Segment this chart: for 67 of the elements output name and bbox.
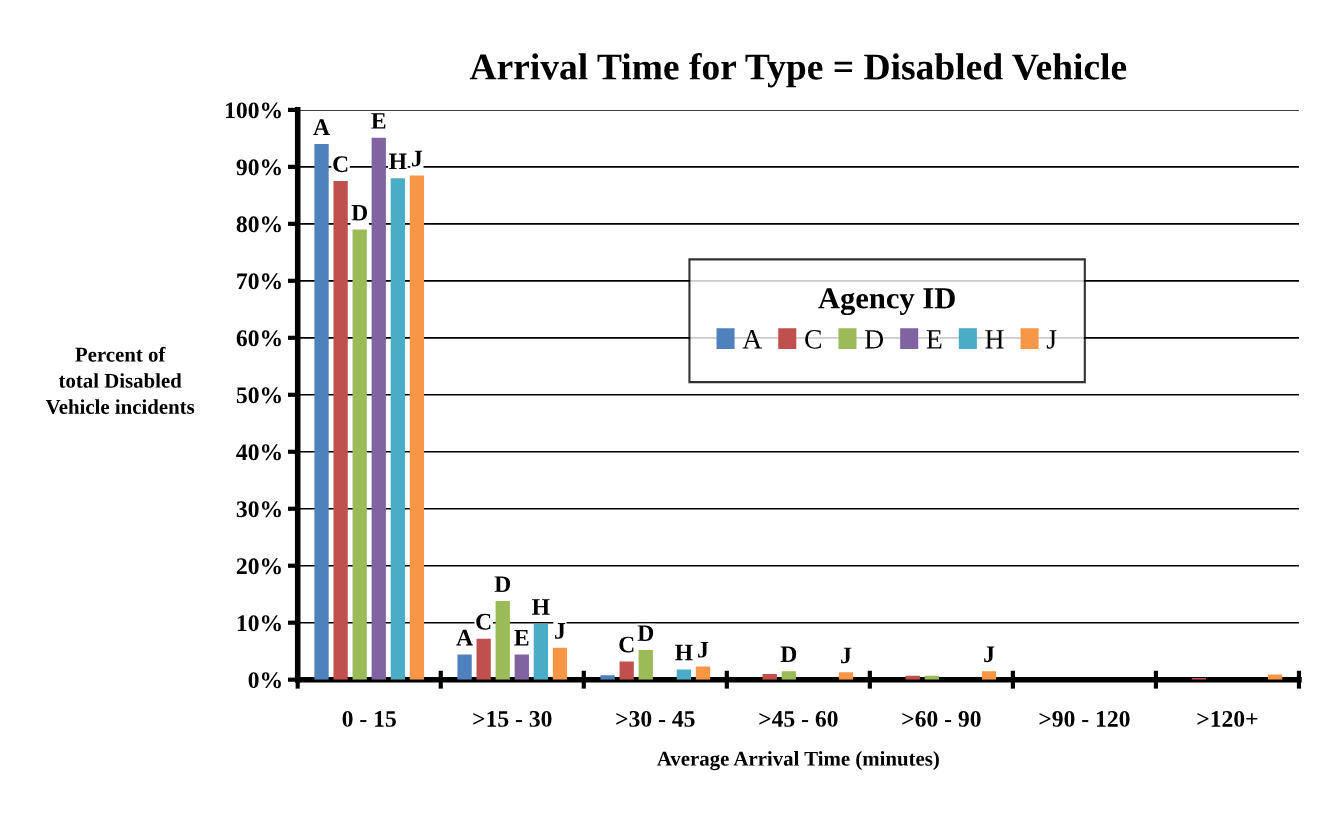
x-tick-label: >60 - 90 — [902, 710, 981, 727]
bar — [838, 672, 854, 680]
bar — [781, 671, 796, 680]
y-tick-label: 50% — [236, 387, 281, 404]
data-label: A — [313, 119, 330, 135]
bar — [352, 229, 367, 680]
y-tick-label: 10% — [237, 615, 281, 632]
data-label: J — [412, 150, 423, 167]
y-axis-title: Percent of total Disabled Vehicle incidents — [45, 346, 195, 415]
x-tick-label: >90 - 120 — [1039, 710, 1130, 727]
bar — [619, 661, 634, 680]
y-tick-label: 60% — [236, 330, 281, 347]
y-tick-label: 30% — [236, 501, 281, 518]
data-label: A — [456, 629, 473, 646]
bar — [476, 638, 491, 680]
data-label: C — [619, 636, 634, 653]
y-tick-label: 70% — [237, 273, 281, 290]
data-label: D — [780, 646, 797, 662]
legend-label: E — [926, 330, 942, 349]
data-label: D — [637, 625, 654, 641]
legend-label: J — [1046, 330, 1057, 349]
x-axis-title: Average Arrival Time (minutes) — [657, 751, 939, 771]
bar — [676, 669, 692, 680]
data-label: D — [351, 204, 368, 221]
bar — [409, 175, 425, 680]
data-label: E — [371, 113, 386, 129]
bar — [314, 144, 329, 680]
legend-label: H — [985, 330, 1004, 349]
data-label: H — [675, 644, 693, 661]
y-tick-label: 90% — [236, 159, 281, 176]
data-label: J — [984, 646, 995, 663]
chart-title: Arrival Time for Type = Disabled Vehicle — [469, 52, 1127, 88]
data-label: H — [389, 153, 407, 170]
bar — [371, 137, 386, 680]
bar — [638, 650, 653, 680]
data-label: J — [555, 623, 566, 639]
bar — [333, 181, 348, 680]
legend-label: A — [742, 330, 763, 349]
data-label: D — [494, 576, 511, 592]
legend-label: D — [864, 330, 884, 349]
x-tick-label: >120+ — [1197, 710, 1258, 727]
bar — [457, 654, 472, 680]
legend-label: C — [805, 330, 821, 349]
y-tick-label: 40% — [236, 444, 281, 461]
x-tick-label: >45 - 60 — [759, 710, 838, 727]
bar — [390, 178, 405, 680]
bar — [981, 671, 997, 680]
data-label: J — [841, 647, 852, 664]
bar — [533, 623, 549, 680]
y-tick-label: 100% — [225, 102, 281, 119]
y-tick-label: 20% — [236, 558, 281, 575]
y-tick-label: 80% — [236, 216, 281, 233]
bar — [514, 654, 529, 680]
bar — [552, 647, 568, 680]
data-label: C — [476, 613, 491, 630]
data-label: E — [514, 629, 529, 646]
bar — [695, 666, 711, 680]
y-tick-label: 0% — [248, 672, 281, 689]
bar — [495, 601, 510, 680]
x-tick-label: 0 - 15 — [342, 710, 396, 727]
data-label: J — [698, 641, 709, 658]
legend-title: Agency ID — [818, 288, 955, 316]
bar — [600, 675, 615, 680]
data-label: C — [333, 156, 348, 173]
x-tick-label: >30 - 45 — [616, 710, 695, 727]
x-tick-label: >15 - 30 — [473, 710, 552, 727]
data-label: H — [532, 599, 550, 615]
